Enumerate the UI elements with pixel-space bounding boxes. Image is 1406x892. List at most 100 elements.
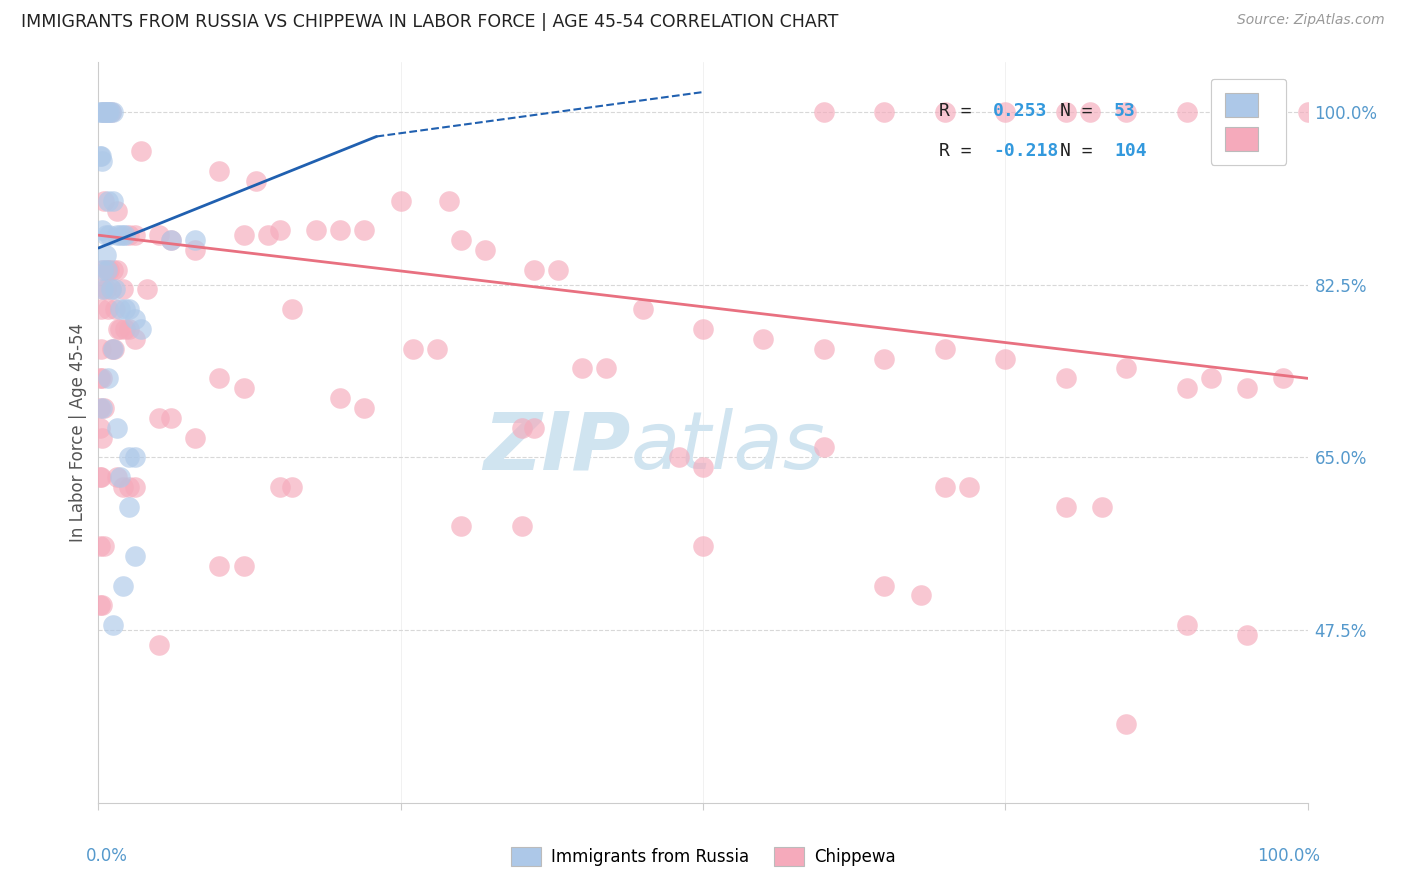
- Point: [1175, 618, 1198, 632]
- Point: [208, 371, 231, 385]
- Point: [96, 104, 118, 119]
- Point: [752, 332, 775, 346]
- Point: [91, 104, 114, 119]
- Point: [1272, 371, 1295, 385]
- Point: [184, 431, 207, 445]
- Point: [389, 194, 412, 208]
- Legend: , : ,: [1211, 78, 1286, 165]
- Point: [100, 283, 122, 297]
- Point: [523, 420, 546, 434]
- Text: 0.0%: 0.0%: [86, 847, 128, 865]
- Point: [631, 302, 654, 317]
- Point: [329, 223, 352, 237]
- Point: [269, 480, 291, 494]
- Point: [93, 401, 115, 415]
- Point: [510, 420, 533, 434]
- Point: [89, 371, 111, 385]
- Point: [547, 262, 569, 277]
- Point: [107, 322, 129, 336]
- Point: [105, 470, 128, 484]
- Point: [108, 228, 131, 243]
- Point: [124, 332, 146, 346]
- Point: [232, 228, 254, 243]
- Point: [692, 322, 714, 336]
- Point: [100, 104, 122, 119]
- Text: 100.0%: 100.0%: [1257, 847, 1320, 865]
- Point: [124, 228, 146, 243]
- Point: [184, 243, 207, 257]
- Point: [1115, 361, 1137, 376]
- Point: [118, 302, 141, 317]
- Point: [89, 401, 111, 415]
- Point: [98, 228, 121, 243]
- Point: [148, 228, 170, 243]
- Text: Source: ZipAtlas.com: Source: ZipAtlas.com: [1237, 13, 1385, 28]
- Point: [1236, 104, 1258, 119]
- Point: [668, 450, 690, 465]
- Point: [1054, 500, 1077, 514]
- Point: [101, 618, 124, 632]
- Text: N =: N =: [1060, 102, 1104, 120]
- Point: [91, 401, 114, 415]
- Point: [91, 223, 114, 237]
- Point: [437, 194, 460, 208]
- Point: [97, 302, 120, 317]
- Text: 0.253: 0.253: [993, 102, 1047, 120]
- Point: [873, 579, 896, 593]
- Point: [104, 302, 127, 317]
- Point: [353, 223, 375, 237]
- Text: -0.218: -0.218: [993, 143, 1059, 161]
- Point: [245, 174, 267, 188]
- Point: [108, 302, 131, 317]
- Point: [90, 470, 112, 484]
- Point: [105, 262, 128, 277]
- Point: [93, 539, 115, 553]
- Point: [94, 228, 117, 243]
- Point: [160, 233, 183, 247]
- Point: [129, 145, 152, 159]
- Point: [89, 539, 111, 553]
- Point: [994, 351, 1017, 366]
- Point: [96, 262, 118, 277]
- Point: [98, 262, 121, 277]
- Point: [450, 233, 472, 247]
- Point: [100, 283, 122, 297]
- Point: [329, 391, 352, 405]
- Point: [89, 420, 111, 434]
- Point: [90, 104, 112, 119]
- Point: [114, 228, 136, 243]
- Point: [571, 361, 593, 376]
- Point: [305, 223, 328, 237]
- Point: [934, 480, 956, 494]
- Point: [91, 371, 114, 385]
- Point: [450, 519, 472, 533]
- Text: N =: N =: [1060, 143, 1104, 161]
- Point: [105, 228, 128, 243]
- Point: [160, 233, 183, 247]
- Point: [813, 342, 835, 356]
- Point: [90, 302, 112, 317]
- Point: [114, 302, 136, 317]
- Point: [101, 104, 124, 119]
- Point: [813, 104, 835, 119]
- Point: [111, 579, 134, 593]
- Point: [111, 480, 134, 494]
- Point: [1175, 104, 1198, 119]
- Point: [160, 410, 183, 425]
- Point: [118, 480, 141, 494]
- Point: [595, 361, 617, 376]
- Point: [90, 149, 112, 163]
- Point: [135, 283, 157, 297]
- Point: [91, 283, 114, 297]
- Point: [934, 104, 956, 119]
- Point: [108, 470, 131, 484]
- Point: [402, 342, 425, 356]
- Point: [281, 302, 304, 317]
- Y-axis label: In Labor Force | Age 45-54: In Labor Force | Age 45-54: [69, 323, 87, 542]
- Legend: Immigrants from Russia, Chippewa: Immigrants from Russia, Chippewa: [502, 838, 904, 875]
- Point: [232, 558, 254, 573]
- Point: [101, 194, 124, 208]
- Point: [269, 223, 291, 237]
- Point: [1296, 104, 1319, 119]
- Point: [873, 351, 896, 366]
